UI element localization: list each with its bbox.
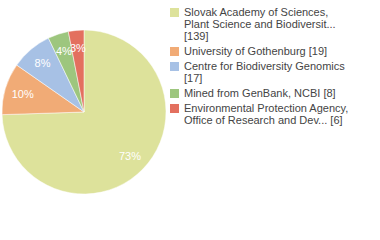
legend-swatch [170,62,179,71]
chart: 73%10%8%4%3%Slovak Academy of Sciences,P… [0,0,380,240]
data-labels: 73%10%8%4%3% [12,42,141,162]
legend-label: University of Gothenburg [19] [184,45,327,57]
data-label: 8% [35,57,51,69]
data-label: 10% [12,88,34,100]
legend: Slovak Academy of Sciences,Plant Science… [170,6,348,126]
legend-label: Mined from GenBank, NCBI [8] [184,87,336,99]
legend-swatch [170,104,179,113]
slice [2,30,166,194]
data-label: 3% [70,42,86,54]
legend-swatch [170,47,179,56]
legend-label: Slovak Academy of Sciences,Plant Science… [184,6,336,42]
legend-swatch [170,89,179,98]
legend-label: Environmental Protection Agency,Office o… [184,102,348,126]
slices [2,30,166,194]
legend-swatch [170,8,179,17]
legend-label: Centre for Biodiversity Genomics[17] [184,60,345,84]
data-label: 73% [119,150,141,162]
